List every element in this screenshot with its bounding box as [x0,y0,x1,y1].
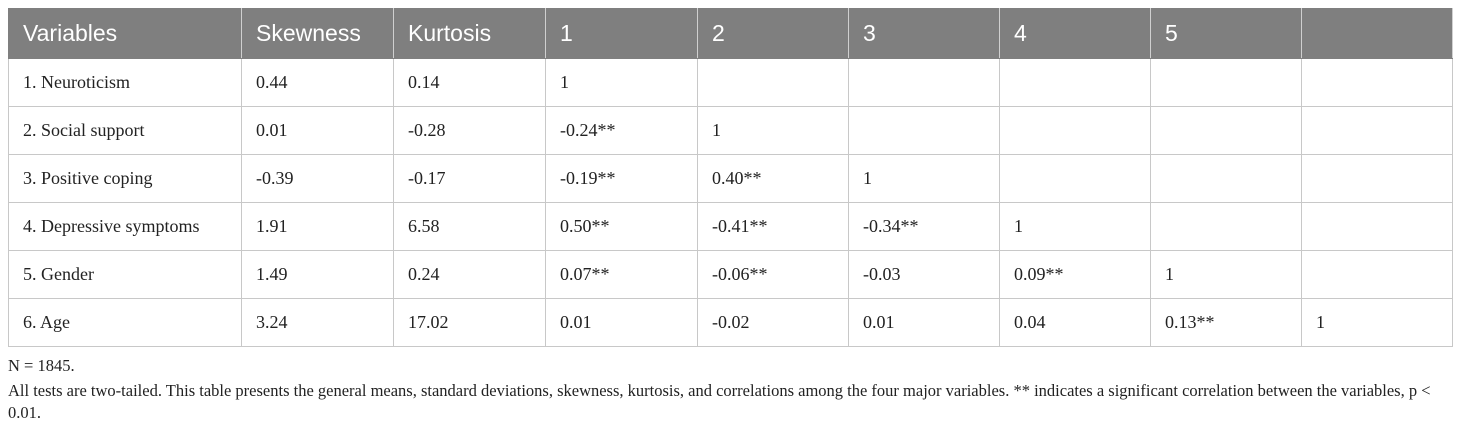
table-cell [1301,154,1453,203]
table-cell: 17.02 [393,298,546,347]
table-row: 3. Positive coping -0.39 -0.17 -0.19** 0.40*… [8,154,1453,203]
header-cell: Variables [8,8,242,59]
table-cell: 1.49 [241,250,394,299]
variable-name: 6. Age [8,298,242,347]
table-cell [1150,202,1302,251]
table-cell: 1.91 [241,202,394,251]
table-cell: -0.19** [545,154,698,203]
header-cell: 4 [999,8,1151,59]
table-cell [1301,250,1453,299]
table-cell: -0.17 [393,154,546,203]
table-cell [1150,58,1302,107]
variable-name: 4. Depressive symptoms [8,202,242,251]
variable-name: 2. Social support [8,106,242,155]
header-cell: 5 [1150,8,1302,59]
header-cell: 1 [545,8,698,59]
table-cell [1301,106,1453,155]
correlation-table: Variables Skewness Kurtosis 1 2 3 4 5 1. Neurot… [8,8,1453,347]
table-cell: 1 [1301,298,1453,347]
table-cell: 0.09** [999,250,1151,299]
page: Variables Skewness Kurtosis 1 2 3 4 5 1. Neurot… [8,8,1453,427]
table-cell [999,106,1151,155]
table-cell [697,58,849,107]
header-cell [1301,8,1453,59]
table-cell: 3.24 [241,298,394,347]
table-cell: 0.04 [999,298,1151,347]
header-cell: Skewness [241,8,394,59]
table-cell: -0.24** [545,106,698,155]
header-row: Variables Skewness Kurtosis 1 2 3 4 5 [8,8,1453,59]
table-cell [1301,58,1453,107]
table-cell [999,154,1151,203]
table-cell: -0.03 [848,250,1000,299]
table-cell: 0.01 [545,298,698,347]
table-cell [848,58,1000,107]
table-row: 6. Age 3.24 17.02 0.01 -0.02 0.01 0.04 0.13** 1 [8,298,1453,347]
table-row: 4. Depressive symptoms 1.91 6.58 0.50** -0.4… [8,202,1453,251]
table-cell: 1 [1150,250,1302,299]
table-cell: -0.39 [241,154,394,203]
table-notes: N = 1845. All tests are two-tailed. This … [8,355,1452,424]
table-cell: 0.40** [697,154,849,203]
note: N = 1845. [8,356,75,375]
table-row: 1. Neuroticism 0.44 0.14 1 [8,58,1453,107]
table-cell [1301,202,1453,251]
table-cell: -0.34** [848,202,1000,251]
header-cell: 2 [697,8,849,59]
table-cell: 0.01 [241,106,394,155]
table-cell: 0.14 [393,58,546,107]
variable-name: 5. Gender [8,250,242,299]
table-row: 5. Gender 1.49 0.24 0.07** -0.06** -0.03 0.09*… [8,250,1453,299]
table-cell: 6.58 [393,202,546,251]
table-cell: -0.41** [697,202,849,251]
table-cell: 1 [545,58,698,107]
table-cell: 1 [848,154,1000,203]
table-cell [999,58,1151,107]
table-cell: -0.06** [697,250,849,299]
table-cell [848,106,1000,155]
header-cell: 3 [848,8,1000,59]
table-cell: -0.28 [393,106,546,155]
table-cell [1150,154,1302,203]
table-body: 1. Neuroticism 0.44 0.14 1 2. Social support… [8,58,1453,347]
header-cell: Kurtosis [393,8,546,59]
table-cell: -0.02 [697,298,849,347]
table-cell: 0.44 [241,58,394,107]
variable-name: 1. Neuroticism [8,58,242,107]
table-cell: 0.13** [1150,298,1302,347]
table-cell: 0.24 [393,250,546,299]
table-cell: 0.07** [545,250,698,299]
table-cell: 1 [697,106,849,155]
table-row: 2. Social support 0.01 -0.28 -0.24** 1 [8,106,1453,155]
variable-name: 3. Positive coping [8,154,242,203]
table-cell: 1 [999,202,1151,251]
table-cell: 0.01 [848,298,1000,347]
table-cell: 0.50** [545,202,698,251]
note: All tests are two-tailed. This table pre… [8,381,1431,422]
table-cell [1150,106,1302,155]
